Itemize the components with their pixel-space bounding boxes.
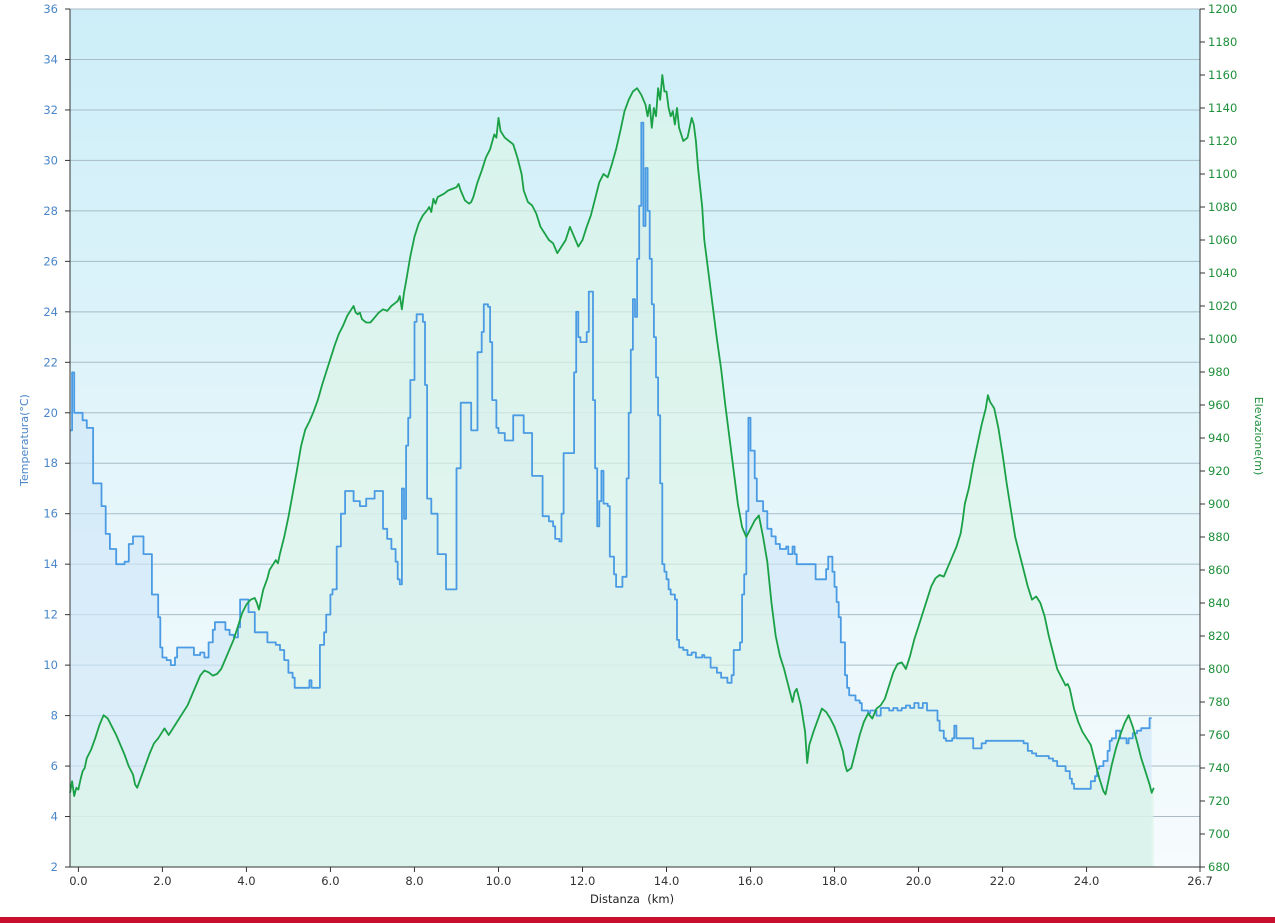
y-right-tick-label: 1060 bbox=[1208, 233, 1237, 247]
y-right-tick-label: 700 bbox=[1208, 827, 1230, 841]
y-left-tick-label: 32 bbox=[43, 103, 58, 117]
x-tick-label: 22.0 bbox=[990, 874, 1016, 888]
y-left-tick-label: 8 bbox=[51, 709, 58, 723]
y-left-tick-label: 26 bbox=[43, 254, 58, 268]
y-right-tick-label: 940 bbox=[1208, 431, 1230, 445]
y-right-tick-label: 1180 bbox=[1208, 35, 1237, 49]
y-right-tick-label: 880 bbox=[1208, 530, 1230, 544]
x-tick-label: 20.0 bbox=[906, 874, 932, 888]
y-left-tick-label: 36 bbox=[43, 2, 58, 16]
y-axis-left-title: Temperatura(°C) bbox=[18, 394, 31, 487]
y-right-tick-label: 680 bbox=[1208, 860, 1230, 874]
y-right-tick-label: 920 bbox=[1208, 464, 1230, 478]
y-right-tick-label: 900 bbox=[1208, 497, 1230, 511]
x-tick-label: 26.7 bbox=[1187, 874, 1213, 888]
axes bbox=[65, 8, 1205, 872]
y-right-tick-label: 860 bbox=[1208, 563, 1230, 577]
x-tick-label: 18.0 bbox=[822, 874, 848, 888]
y-left-tick-label: 28 bbox=[43, 204, 58, 218]
y-right-tick-label: 780 bbox=[1208, 695, 1230, 709]
x-tick-label: 0.0 bbox=[69, 874, 87, 888]
x-tick-label: 2.0 bbox=[153, 874, 171, 888]
y-left-tick-label: 20 bbox=[43, 406, 58, 420]
x-tick-label: 10.0 bbox=[486, 874, 512, 888]
y-right-tick-label: 760 bbox=[1208, 728, 1230, 742]
y-right-tick-label: 820 bbox=[1208, 629, 1230, 643]
y-right-tick-label: 1000 bbox=[1208, 332, 1237, 346]
y-left-tick-label: 12 bbox=[43, 608, 58, 622]
y-right-tick-label: 800 bbox=[1208, 662, 1230, 676]
y-right-tick-label: 1140 bbox=[1208, 101, 1237, 115]
y-right-tick-label: 1200 bbox=[1208, 2, 1237, 16]
y-left-tick-label: 2 bbox=[51, 860, 58, 874]
y-left-tick-label: 22 bbox=[43, 355, 58, 369]
y-left-tick-label: 30 bbox=[43, 153, 58, 167]
y-left-tick-label: 6 bbox=[51, 759, 58, 773]
y-right-tick-label: 1080 bbox=[1208, 200, 1237, 214]
y-left-tick-label: 34 bbox=[43, 52, 58, 66]
y-left-tick-label: 18 bbox=[43, 456, 58, 470]
y-right-tick-label: 1020 bbox=[1208, 299, 1237, 313]
bottom-border-bar bbox=[0, 917, 1275, 923]
x-tick-label: 16.0 bbox=[738, 874, 764, 888]
y-left-tick-label: 16 bbox=[43, 507, 58, 521]
y-right-tick-label: 1040 bbox=[1208, 266, 1237, 280]
x-tick-label: 14.0 bbox=[654, 874, 680, 888]
y-right-tick-label: 1100 bbox=[1208, 167, 1237, 181]
y-right-tick-label: 720 bbox=[1208, 794, 1230, 808]
series-areas bbox=[70, 75, 1154, 868]
y-right-tick-label: 960 bbox=[1208, 398, 1230, 412]
x-tick-label: 24.0 bbox=[1074, 874, 1100, 888]
series-area-elevazione bbox=[70, 75, 1154, 867]
series-line-elevazione bbox=[69, 74, 1155, 797]
x-axis-title: Distanza (km) bbox=[590, 892, 674, 906]
series-lines bbox=[69, 74, 1155, 797]
y-right-tick-label: 740 bbox=[1208, 761, 1230, 775]
y-left-tick-label: 24 bbox=[43, 305, 58, 319]
y-left-tick-label: 4 bbox=[51, 810, 58, 824]
tick-labels: 2468101214161820222426283032343668070072… bbox=[43, 2, 1237, 888]
series-line-temperatura bbox=[70, 121, 1152, 790]
x-tick-label: 4.0 bbox=[237, 874, 255, 888]
y-right-tick-label: 1160 bbox=[1208, 68, 1237, 82]
x-tick-label: 12.0 bbox=[570, 874, 596, 888]
y-right-tick-label: 840 bbox=[1208, 596, 1230, 610]
y-right-tick-label: 1120 bbox=[1208, 134, 1237, 148]
y-right-tick-label: 980 bbox=[1208, 365, 1230, 379]
x-tick-label: 8.0 bbox=[405, 874, 423, 888]
y-axis-right-title: Elevazione(m) bbox=[1252, 397, 1265, 476]
x-tick-label: 6.0 bbox=[321, 874, 339, 888]
y-left-tick-label: 10 bbox=[43, 658, 58, 672]
y-left-tick-label: 14 bbox=[43, 557, 58, 571]
